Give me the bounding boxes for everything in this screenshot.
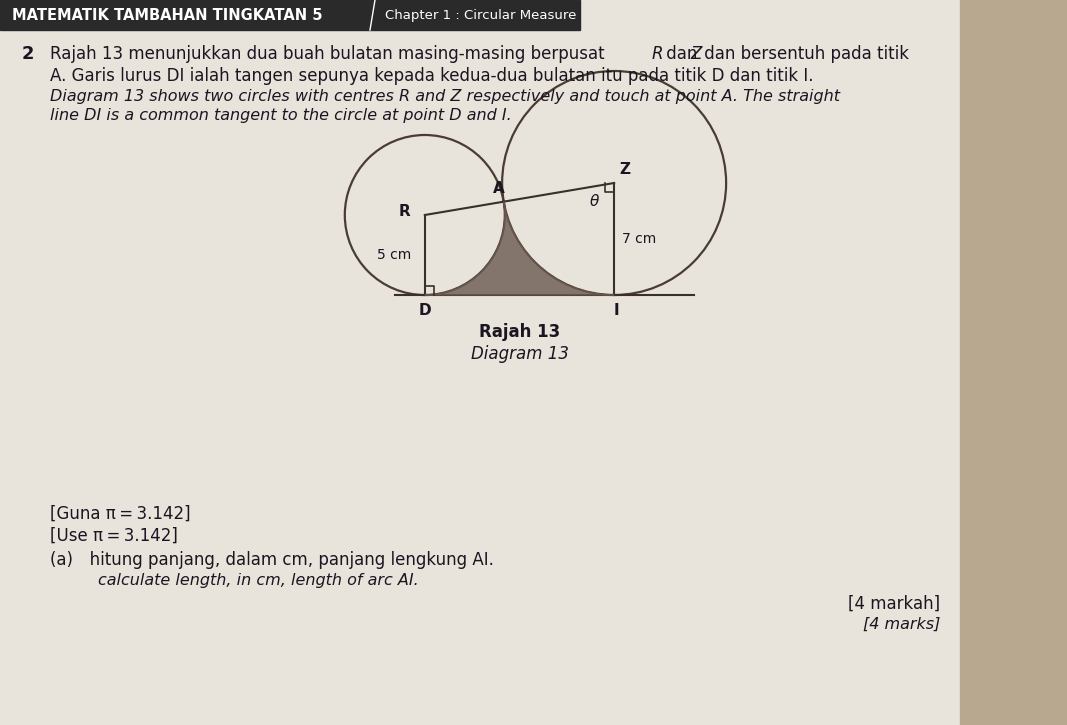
Text: [4 markah]: [4 markah] (848, 595, 940, 613)
Text: Z: Z (619, 162, 631, 177)
Text: [Use π = 3.142]: [Use π = 3.142] (50, 527, 178, 545)
Text: Rajah 13: Rajah 13 (479, 323, 560, 341)
Text: I: I (614, 303, 619, 318)
Text: 7 cm: 7 cm (622, 232, 656, 246)
Bar (0, 0, 960, 725)
Text: 5 cm: 5 cm (377, 248, 411, 262)
Text: [Guna π = 3.142]: [Guna π = 3.142] (50, 505, 191, 523)
Bar (960, 0, 1067, 725)
Text: D: D (418, 303, 431, 318)
Text: line DI is a common tangent to the circle at point D and I.: line DI is a common tangent to the circl… (50, 108, 512, 123)
Text: dan bersentuh pada titik: dan bersentuh pada titik (699, 45, 909, 63)
Text: A: A (493, 181, 505, 196)
Text: A. Garis lurus DI ialah tangen sepunya kepada kedua-dua bulatan itu pada titik D: A. Garis lurus DI ialah tangen sepunya k… (50, 67, 813, 85)
Text: Rajah 13 menunjukkan dua buah bulatan masing-masing berpusat: Rajah 13 menunjukkan dua buah bulatan ma… (50, 45, 610, 63)
Text: (a) hitung panjang, dalam cm, panjang lengkung AI.: (a) hitung panjang, dalam cm, panjang le… (50, 551, 494, 569)
Text: MATEMATIK TAMBAHAN TINGKATAN 5: MATEMATIK TAMBAHAN TINGKATAN 5 (12, 7, 322, 22)
Text: Z: Z (690, 45, 701, 63)
Text: Diagram 13: Diagram 13 (471, 345, 569, 363)
Text: Chapter 1 : Circular Measure: Chapter 1 : Circular Measure (385, 9, 576, 22)
Text: [4 marks]: [4 marks] (862, 617, 940, 632)
Polygon shape (425, 202, 615, 295)
Bar (0, 0, 580, 30)
Text: dan: dan (660, 45, 703, 63)
Text: calculate length, in cm, length of arc AI.: calculate length, in cm, length of arc A… (98, 573, 418, 588)
Text: R: R (652, 45, 664, 63)
Text: R: R (399, 204, 411, 218)
Text: Diagram 13 shows two circles with centres R and Z respectively and touch at poin: Diagram 13 shows two circles with centre… (50, 89, 840, 104)
Text: 2: 2 (22, 45, 34, 63)
Text: θ: θ (589, 194, 599, 209)
